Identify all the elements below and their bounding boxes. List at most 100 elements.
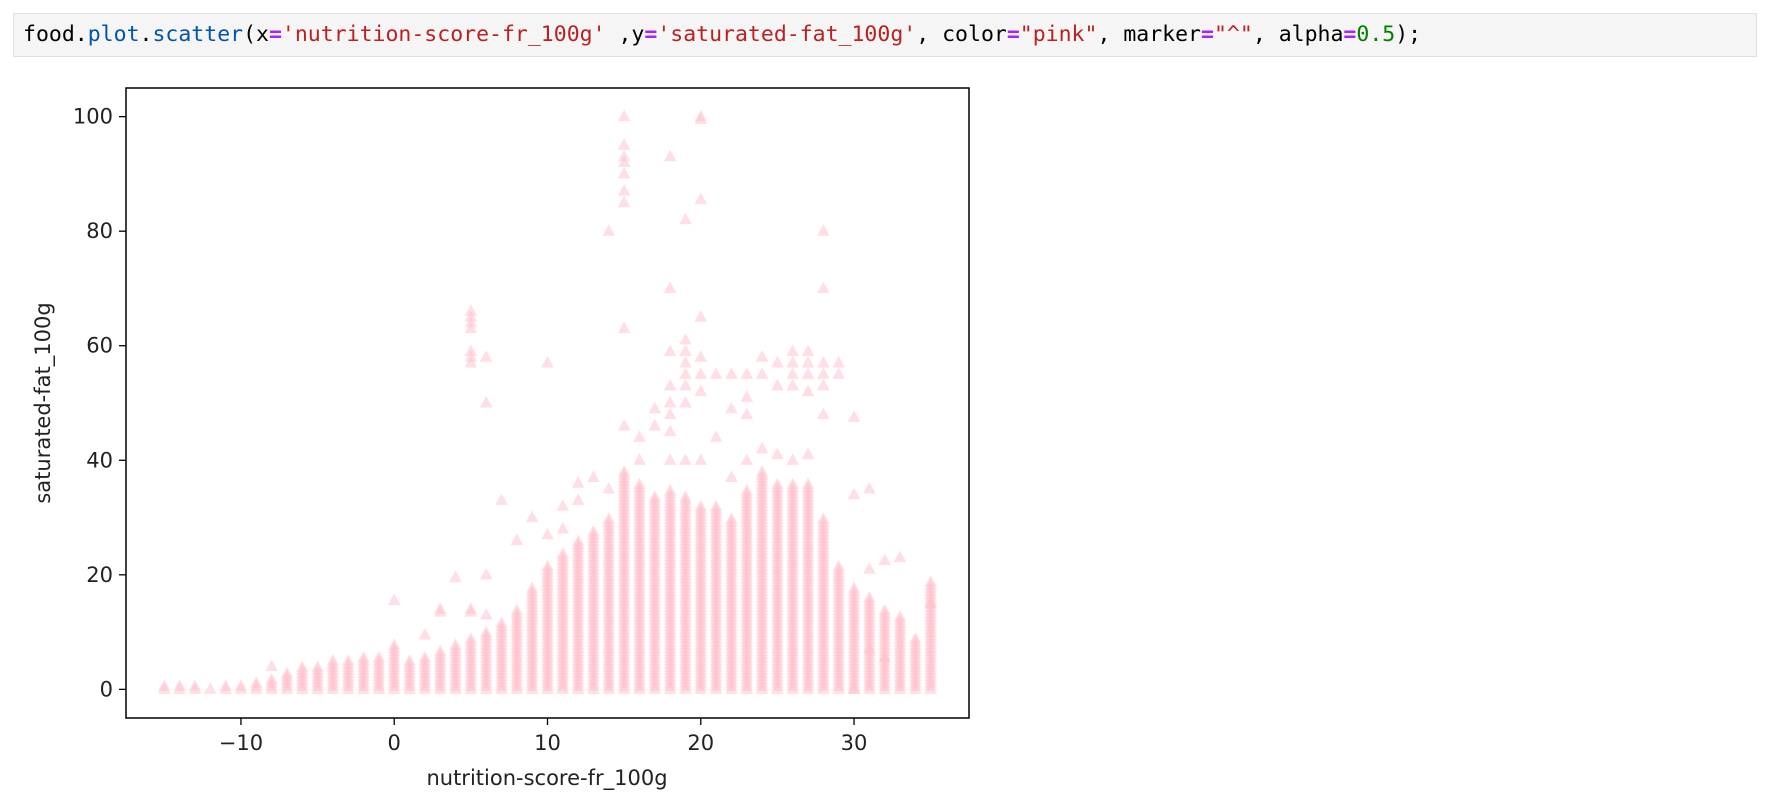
code-token: scatter xyxy=(152,22,244,47)
scatter-point xyxy=(219,679,232,691)
code-token: ,y xyxy=(605,22,645,47)
code-token: = xyxy=(1006,22,1020,47)
scatter-point xyxy=(740,367,754,379)
scatter-point xyxy=(893,609,907,622)
scatter-point xyxy=(464,304,478,316)
y-tick-label: 40 xyxy=(86,448,113,472)
scatter-point xyxy=(663,483,677,496)
scatter-point xyxy=(663,424,677,437)
scatter-point xyxy=(326,654,340,666)
scatter-point xyxy=(602,512,616,524)
scatter-point xyxy=(771,355,784,368)
code-token: . xyxy=(74,22,88,47)
code-token: = xyxy=(1201,22,1214,47)
scatter-point xyxy=(679,378,692,391)
code-token: , marker xyxy=(1097,22,1202,47)
scatter-point xyxy=(464,631,478,644)
scatter-point xyxy=(495,493,508,505)
scatter-point xyxy=(341,654,355,666)
scatter-point xyxy=(847,682,861,694)
scatter-point xyxy=(648,401,662,414)
x-tick-label: 0 xyxy=(388,731,401,755)
scatter-point xyxy=(878,553,891,566)
code-token: = xyxy=(1343,22,1357,47)
scatter-point xyxy=(204,682,217,694)
scatter-point xyxy=(280,666,294,679)
scatter-point xyxy=(740,453,754,465)
scatter-point xyxy=(740,390,754,402)
scatter-point xyxy=(893,550,907,563)
scatter-point xyxy=(617,418,631,431)
scatter-point xyxy=(847,410,861,422)
y-tick-label: 60 xyxy=(86,334,113,358)
scatter-point xyxy=(755,441,769,454)
scatter-point xyxy=(663,407,677,420)
scatter-point xyxy=(571,534,585,546)
scatter-point xyxy=(786,378,800,391)
scatter-point xyxy=(617,166,631,179)
scatter-point xyxy=(587,470,600,483)
x-tick-label: 20 xyxy=(687,731,714,755)
scatter-point xyxy=(510,533,524,546)
scatter-point xyxy=(694,384,708,397)
scatter-point xyxy=(771,378,784,391)
scatter-point xyxy=(771,447,784,460)
code-token: ); xyxy=(1395,22,1422,47)
scatter-point xyxy=(403,654,416,666)
scatter-point xyxy=(525,581,539,594)
scatter-point xyxy=(433,644,447,657)
code-token: "pink" xyxy=(1019,22,1098,47)
scatter-point xyxy=(617,465,631,477)
scatter-point xyxy=(158,679,171,691)
scatter-point xyxy=(694,192,708,205)
scatter-point xyxy=(694,499,708,512)
scatter-point xyxy=(725,401,738,414)
code-token: 0.5 xyxy=(1356,22,1396,47)
scatter-point xyxy=(694,367,708,379)
scatter-point xyxy=(694,453,708,465)
scatter-point xyxy=(832,367,846,379)
scatter-point xyxy=(817,407,830,420)
code-token: 'saturated-fat_100g' xyxy=(657,22,917,47)
scatter-point xyxy=(663,378,677,391)
scatter-point xyxy=(571,476,585,488)
scatter-point xyxy=(817,355,830,368)
scatter-point xyxy=(479,350,493,362)
scatter-point xyxy=(679,344,692,357)
scatter-point xyxy=(372,650,386,663)
scatter-point xyxy=(863,562,876,574)
y-tick-label: 80 xyxy=(86,219,113,243)
scatter-point xyxy=(801,344,815,357)
scatter-point xyxy=(817,367,830,379)
scatter-point xyxy=(740,407,754,420)
code-cell[interactable]: food.plot.scatter(x='nutrition-score-fr_… xyxy=(13,13,1757,57)
scatter-point xyxy=(909,631,922,644)
scatter-point xyxy=(617,149,631,162)
scatter-points xyxy=(158,109,937,694)
scatter-point xyxy=(709,430,723,442)
scatter-point xyxy=(679,355,692,368)
scatter-point xyxy=(617,109,631,122)
scatter-point xyxy=(694,350,708,362)
scatter-point xyxy=(495,616,508,628)
scatter-point xyxy=(725,470,738,483)
y-axis-ticks: 0 20 40 60 80 100 xyxy=(73,105,126,701)
scatter-point xyxy=(847,581,861,594)
x-tick-label: −10 xyxy=(219,731,263,755)
scatter-point xyxy=(801,355,815,368)
scatter-point xyxy=(786,344,800,357)
scatter-point xyxy=(801,384,815,397)
scatter-point xyxy=(449,570,462,583)
scatter-point xyxy=(832,355,846,368)
x-axis-label: nutrition-score-fr_100g xyxy=(426,766,667,791)
scatter-point xyxy=(617,138,631,150)
scatter-point xyxy=(311,660,324,672)
scatter-point xyxy=(541,559,554,572)
scatter-point xyxy=(617,321,631,334)
scatter-point xyxy=(449,638,462,650)
scatter-point xyxy=(924,596,937,609)
scatter-point xyxy=(556,522,570,534)
scatter-point xyxy=(556,546,570,559)
scatter-point xyxy=(617,184,631,196)
scatter-point xyxy=(801,367,815,379)
